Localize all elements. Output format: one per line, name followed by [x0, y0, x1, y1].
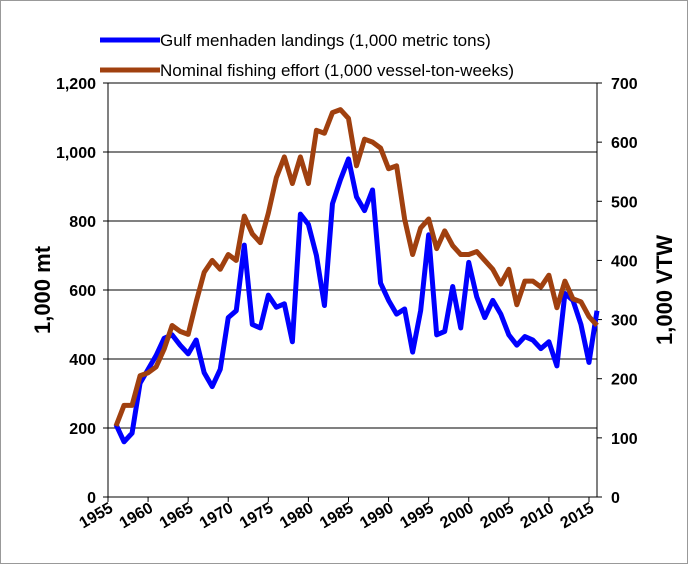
y2-tick-label: 200 [611, 372, 638, 389]
x-tick-label: 1965 [157, 500, 196, 533]
y2-tick-label: 400 [611, 253, 638, 270]
x-tick-label: 1990 [357, 500, 396, 533]
line-series [113, 107, 599, 427]
y2-tick-label: 600 [611, 135, 638, 152]
x-tick-label: 2000 [437, 500, 476, 533]
y2-tick-label: 0 [611, 490, 620, 507]
legend-label: Nominal fishing effort (1,000 vessel-ton… [160, 61, 514, 80]
y2-tick-label: 500 [611, 194, 638, 211]
x-tick-label: 2005 [477, 500, 516, 533]
y-tick-label: 1,200 [56, 76, 96, 93]
x-tick-label: 2010 [518, 500, 557, 533]
x-tick-label: 1970 [197, 500, 236, 533]
x-tick-label: 1975 [237, 500, 276, 533]
y2-tick-label: 100 [611, 431, 638, 448]
y-tick-label: 200 [69, 421, 96, 438]
y-axis-label: 1,000 mt [30, 245, 55, 334]
x-tick-label: 1995 [397, 500, 436, 533]
y-tick-label: 1,000 [56, 145, 96, 162]
y-tick-label: 0 [87, 490, 96, 507]
y-tick-label: 800 [69, 214, 96, 231]
x-tick-label: 1955 [77, 500, 116, 533]
line-series [113, 156, 600, 445]
x-tick-label: 1980 [277, 500, 316, 533]
y2-axis-label: 1,000 VTW [652, 235, 677, 345]
y2-tick-label: 700 [611, 76, 638, 93]
x-tick-label: 1960 [117, 500, 156, 533]
legend-label: Gulf menhaden landings (1,000 metric ton… [160, 31, 491, 50]
x-tick-label: 2015 [558, 500, 597, 533]
y2-tick-label: 300 [611, 313, 638, 330]
y-tick-label: 600 [69, 283, 96, 300]
y-tick-label: 400 [69, 352, 96, 369]
x-tick-label: 1985 [317, 500, 356, 533]
